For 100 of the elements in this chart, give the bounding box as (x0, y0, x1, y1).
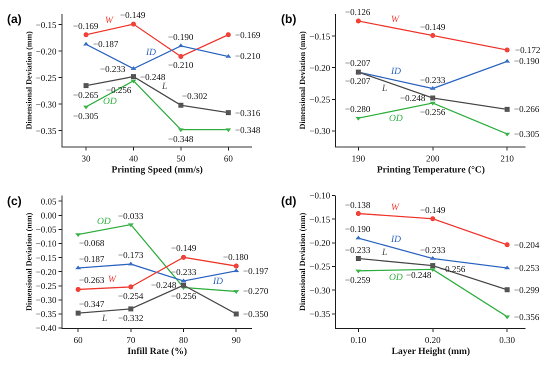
y-tick-label: −0.30 (309, 126, 331, 136)
y-tick-label: −0.40 (36, 323, 58, 334)
point (128, 306, 134, 312)
data-label: −0.305 (514, 129, 540, 139)
x-tick-label: 80 (179, 334, 189, 345)
point (430, 263, 436, 268)
y-tick-label: −0.25 (309, 262, 331, 272)
point (84, 32, 89, 38)
x-tick-label: 30 (82, 153, 92, 164)
y-tick-label: −0.35 (309, 309, 331, 320)
x-axis-title: Printing Temperature (°C) (376, 166, 485, 176)
y-tick-label: −0.15 (36, 20, 58, 30)
chart-title: (a) (7, 12, 22, 26)
data-label: −0.169 (73, 21, 99, 31)
y-tick-label: −0.20 (36, 46, 58, 56)
y-tick-label: −0.20 (309, 62, 331, 73)
data-label: −0.233 (420, 245, 446, 255)
x-axis-title: Printing Speed (mm/s) (112, 166, 203, 176)
y-tick-label: −0.35 (36, 126, 58, 136)
x-tick-label: 60 (224, 153, 234, 164)
point (356, 211, 361, 216)
x-tick-label: 0.10 (350, 334, 367, 345)
data-label: −0.233 (171, 267, 197, 277)
x-axis-title: Layer Height (mm) (392, 347, 470, 358)
data-label: −0.256 (171, 291, 197, 301)
point (504, 242, 510, 248)
data-label: −0.138 (345, 200, 371, 210)
y-tick-label: −0.10 (36, 238, 58, 249)
series-label: L (381, 248, 388, 258)
series-label: ID (390, 235, 402, 245)
data-label: −0.305 (73, 111, 99, 121)
data-label: −0.187 (79, 254, 105, 264)
x-tick-label: 0.20 (424, 334, 442, 345)
point (84, 83, 89, 88)
data-label: −0.265 (73, 90, 99, 100)
data-label: −0.204 (514, 240, 540, 250)
point (181, 282, 186, 288)
data-label: −0.068 (79, 238, 105, 248)
point (76, 286, 81, 292)
data-label: −0.173 (118, 250, 144, 260)
series-label: W (391, 203, 400, 213)
data-label: −0.149 (420, 205, 446, 215)
data-label: −0.332 (118, 313, 144, 323)
series-label: OD (103, 97, 117, 107)
y-tick-label: −0.15 (309, 31, 331, 42)
x-axis-title: Infill Rate (%) (127, 347, 187, 358)
point (504, 48, 510, 53)
data-label: −0.350 (243, 309, 269, 319)
x-tick-label: 200 (426, 153, 440, 164)
data-label: −0.190 (345, 224, 371, 234)
data-label: −0.197 (243, 266, 269, 276)
y-tick-label: 0.05 (40, 196, 58, 206)
data-label: −0.299 (514, 285, 540, 295)
point (356, 256, 361, 262)
series-label: OD (389, 114, 403, 124)
point (181, 254, 186, 260)
y-tick-label: −0.15 (309, 214, 331, 224)
point (130, 74, 136, 80)
data-label: −0.266 (514, 104, 540, 114)
data-label: −0.172 (515, 45, 540, 55)
data-label: −0.126 (345, 7, 371, 17)
point (226, 32, 231, 38)
data-label: −0.233 (420, 75, 446, 85)
data-label: −0.187 (93, 39, 119, 49)
point (178, 54, 184, 59)
data-label: −0.356 (514, 312, 540, 322)
chart-title: (b) (281, 12, 296, 26)
point (356, 18, 361, 24)
x-tick-label: 190 (352, 153, 366, 164)
data-label: −0.316 (235, 108, 261, 118)
data-label: −0.263 (79, 275, 105, 285)
point (234, 264, 239, 269)
series-label: ID (212, 277, 224, 287)
series-label: ID (390, 67, 402, 77)
x-tick-label: 90 (232, 334, 242, 345)
x-tick-label: 50 (176, 153, 186, 164)
point (178, 102, 184, 108)
data-label: −0.149 (420, 22, 446, 32)
point (130, 22, 136, 27)
point (234, 311, 239, 316)
y-tick-label: 0.00 (40, 210, 58, 220)
series-label: ID (145, 48, 156, 58)
data-label: −0.248 (140, 72, 166, 82)
data-label: −0.190 (514, 56, 540, 66)
data-label: −0.248 (151, 280, 177, 290)
y-tick-label: −0.20 (309, 238, 331, 248)
y-tick-label: −0.25 (36, 72, 58, 83)
y-tick-label: −0.15 (36, 252, 58, 263)
data-label: −0.348 (168, 134, 194, 144)
data-label: −0.254 (118, 291, 144, 301)
series-label: OD (97, 217, 111, 227)
data-label: −0.248 (400, 93, 426, 103)
point (83, 42, 89, 46)
point (504, 287, 510, 292)
x-tick-label: 210 (500, 153, 514, 164)
chart-title: (d) (281, 194, 296, 208)
x-tick-label: 0.30 (499, 334, 516, 345)
data-label: −0.180 (223, 252, 249, 262)
data-label: −0.210 (168, 60, 194, 70)
y-tick-label: −0.25 (309, 94, 331, 104)
